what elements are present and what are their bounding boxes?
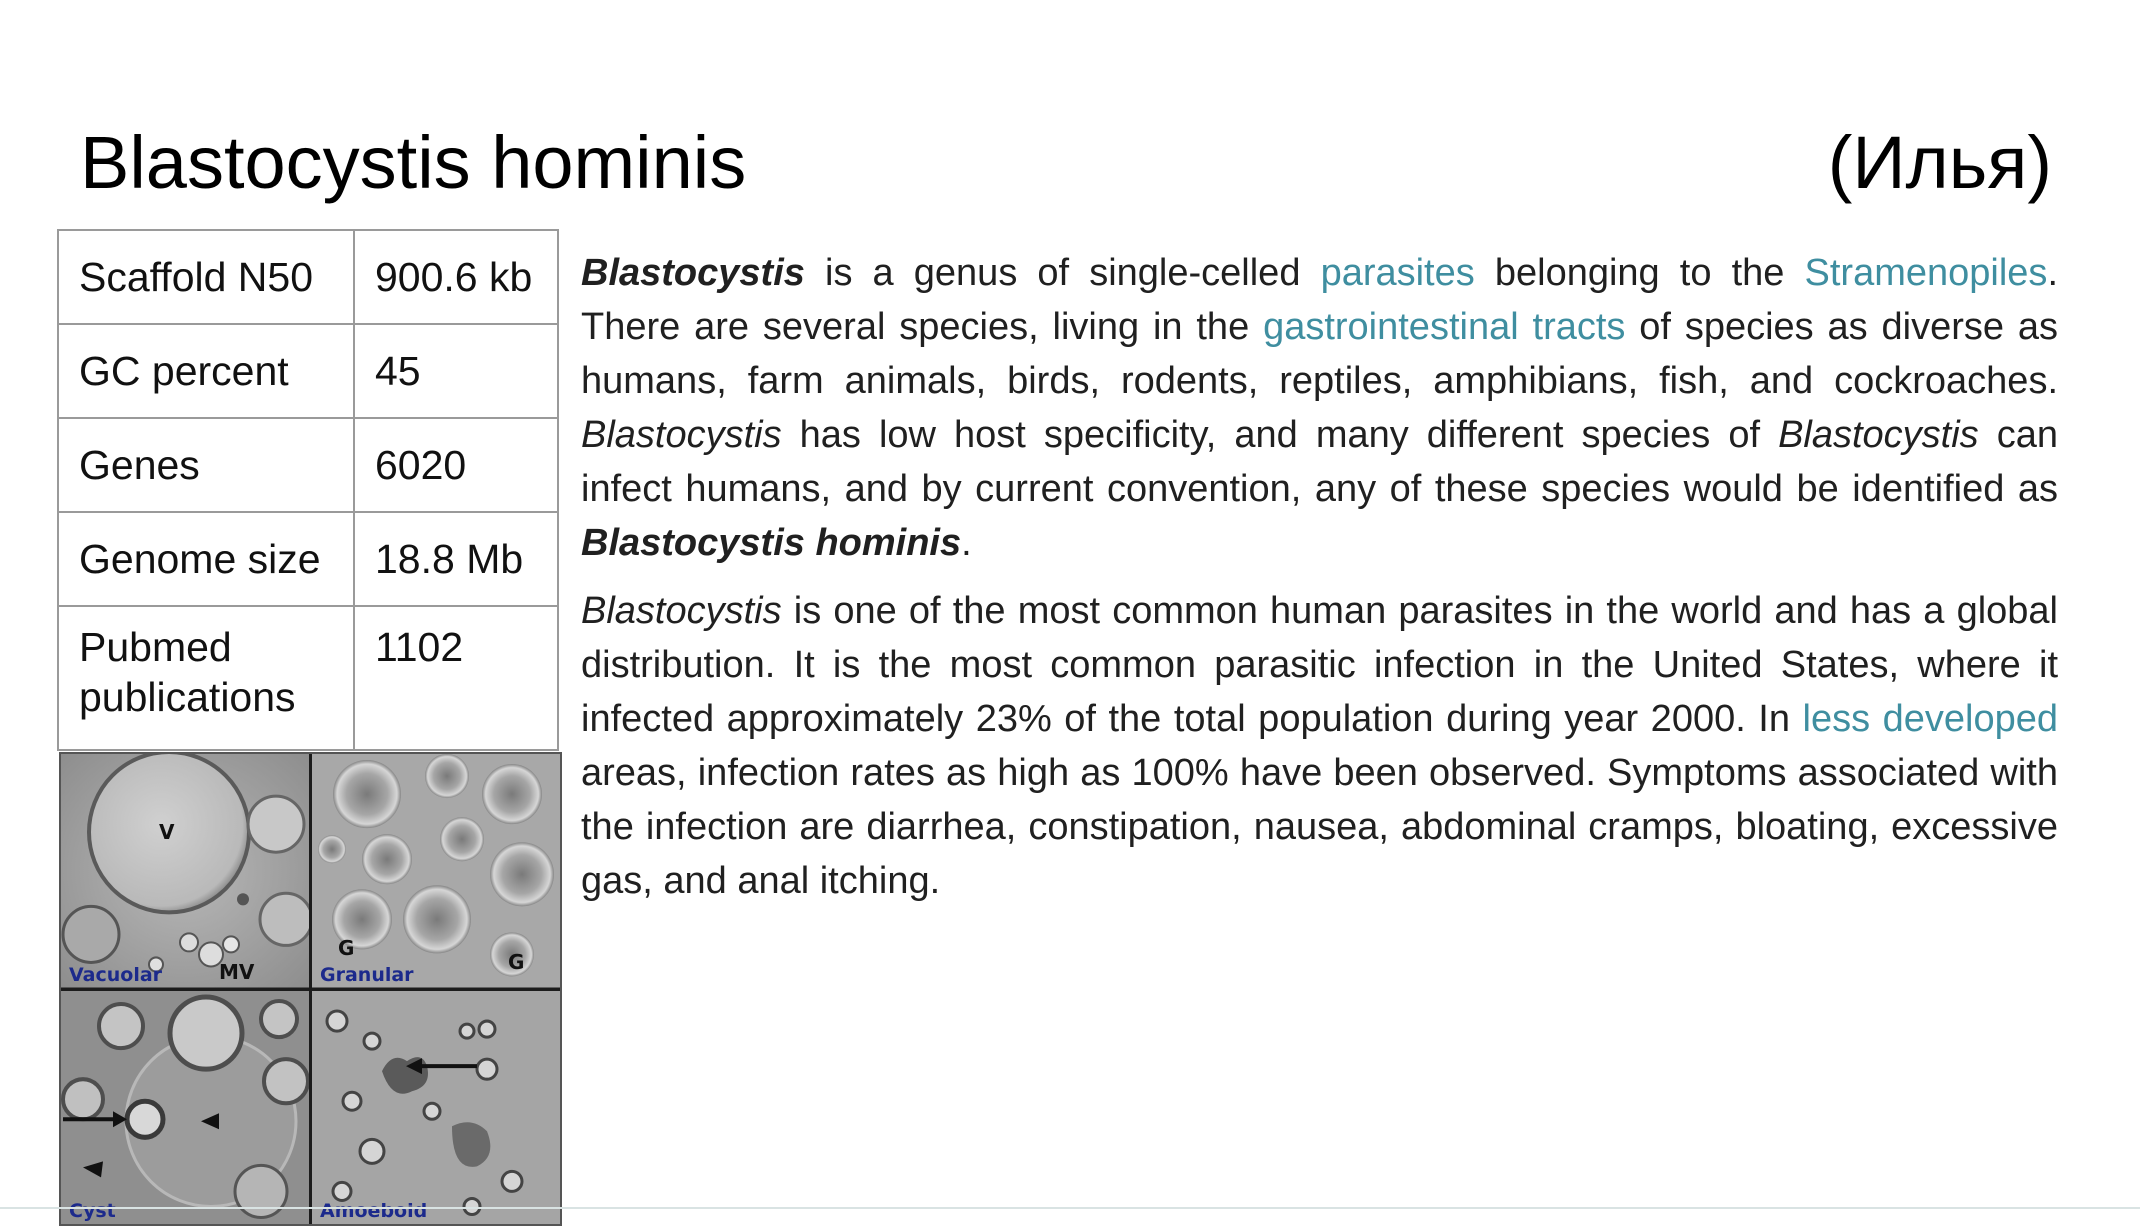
text-span: has low host specificity, and many diffe… [781,414,1779,456]
table-row: GC percent 45 [57,323,559,419]
micrograph-granular-art [312,754,560,988]
stat-value: 18.8 Mb [353,511,559,607]
micrograph-label: Amoeboid [320,1200,428,1222]
text-span: . [961,522,972,564]
slide-author: (Илья) [1827,121,2052,204]
text-span: belonging to the [1474,252,1805,294]
genus-name: Blastocystis [581,590,782,632]
micrograph-panel-vacuolar: V MV Vacuolar [61,754,309,988]
table-row: Genes 6020 [57,417,559,513]
micrograph-mark: V [159,820,175,844]
link-gastrointestinal-tracts[interactable]: gastrointestinal tracts [1263,306,1626,348]
table-row: Pubmed publications 1102 [57,605,559,751]
bottom-divider [0,1207,2140,1209]
micrograph-label: Vacuolar [69,963,163,986]
link-parasites[interactable]: parasites [1320,252,1475,294]
micrograph-label: Cyst [69,1200,116,1222]
micrograph-vacuolar-art [61,754,309,988]
stat-value: 6020 [353,417,559,513]
stat-label: GC percent [57,323,355,419]
stat-value: 900.6 kb [353,229,559,325]
text-span: can infect humans, and by current conven… [581,414,2058,510]
micrograph-mark: G [508,950,525,974]
micrograph-image: V MV Vacuolar G G Granular [59,752,562,1226]
micrograph-cyst-art [61,990,309,1224]
text-span: . There are several species, living in t… [581,252,2058,348]
stat-value: 45 [353,323,559,419]
stat-label: Pubmed publications [57,605,355,751]
micrograph-mark: G [338,936,355,960]
genus-name: Blastocystis [1778,414,1979,456]
description-text: Blastocystis is a genus of single-celled… [581,246,2058,922]
micrograph-panel-granular: G G Granular [312,754,560,988]
micrograph-panel-cyst: Cyst [61,990,309,1224]
link-less-developed[interactable]: less developed [1802,698,2058,740]
genome-stats-table: Scaffold N50 900.6 kb GC percent 45 Gene… [57,229,559,751]
paragraph-2: Blastocystis is one of the most common h… [581,584,2058,908]
table-row: Genome size 18.8 Mb [57,511,559,607]
stat-label: Scaffold N50 [57,229,355,325]
text-span: is one of the most common human parasite… [581,590,2058,740]
stat-label: Genes [57,417,355,513]
stat-value: 1102 [353,605,559,751]
micrograph-label: Granular [320,963,414,986]
micrograph-mark: MV [219,960,255,984]
genus-name: Blastocystis [581,414,782,456]
table-row: Scaffold N50 900.6 kb [57,229,559,325]
species-name: Blastocystis hominis [581,522,962,564]
paragraph-1: Blastocystis is a genus of single-celled… [581,246,2058,570]
link-stramenopiles[interactable]: Stramenopiles [1804,252,2048,294]
text-span: of species as diverse as humans, farm an… [581,306,2058,402]
micrograph-amoeboid-art [312,990,560,1224]
genus-name: Blastocystis [581,252,805,294]
micrograph-panel-amoeboid: Amoeboid [312,990,560,1224]
text-span: is a genus of single-celled [804,252,1321,294]
stat-label: Genome size [57,511,355,607]
slide-title: Blastocystis hominis [80,121,747,204]
text-span: areas, infection rates as high as 100% h… [581,752,2058,902]
